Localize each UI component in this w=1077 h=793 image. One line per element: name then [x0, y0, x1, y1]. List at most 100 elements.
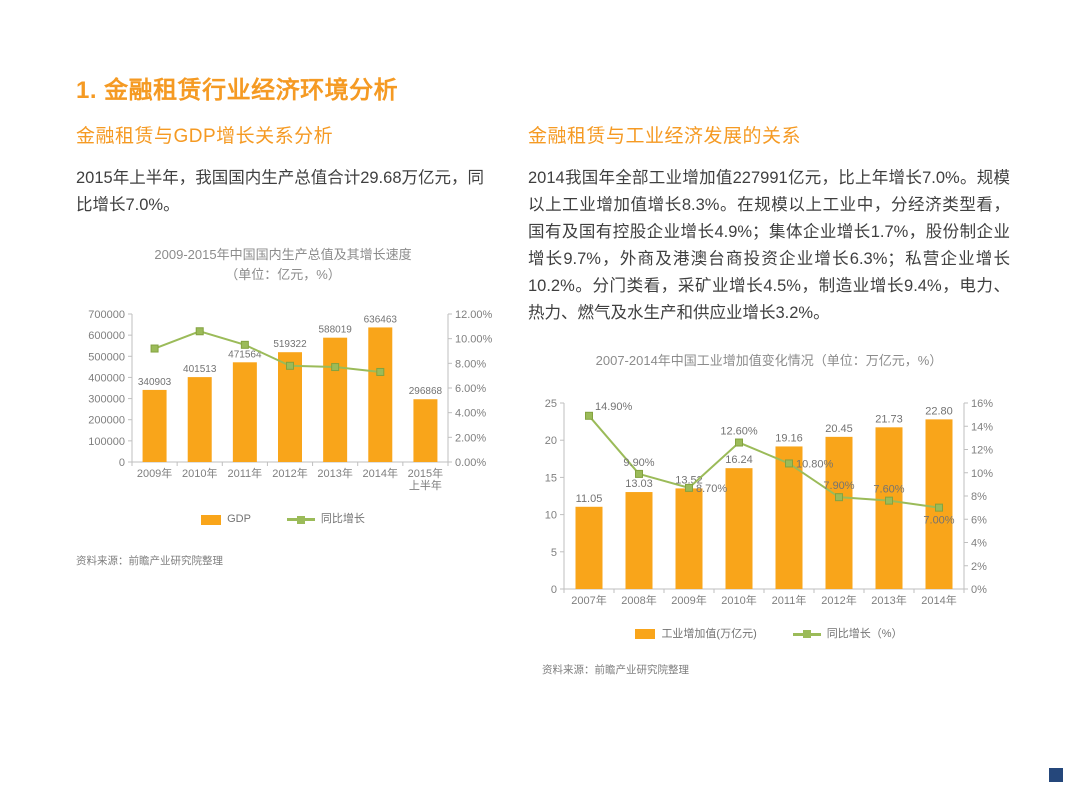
- y-right-tick-label: 0%: [971, 584, 987, 596]
- y-right-tick-label: 0.00%: [455, 457, 486, 469]
- x-axis-label: 2007年: [571, 593, 606, 607]
- bar: [368, 327, 393, 463]
- y-left-tick-label: 400000: [88, 373, 125, 385]
- line-marker: [785, 459, 793, 468]
- line-legend-swatch-icon: [286, 515, 315, 524]
- bar-value-label: 21.73: [875, 413, 903, 425]
- industry-paragraph: 2014我国年全部工业增加值227991亿元，比上年增长7.0%。规模以上工业增…: [528, 169, 1010, 323]
- y-left-tick-label: 600000: [88, 330, 125, 342]
- gdp-chart-title: 2009-2015年中国国内生产总值及其增长速度 （单位：亿元，%）: [76, 245, 490, 284]
- y-right-tick-label: 12%: [971, 444, 993, 456]
- bar-value-label: 19.16: [775, 432, 803, 444]
- x-axis-label: 2015年上半年: [408, 466, 443, 492]
- industry-chart-title: 2007-2014年中国工业增加值变化情况（单位：万亿元，%）: [528, 351, 1010, 371]
- x-axis-label: 2012年: [821, 593, 856, 607]
- bar: [413, 399, 438, 463]
- corner-mark: [1049, 768, 1063, 782]
- gdp-chart-svg: 0 100000 200000 300000 400000 500000 600000 700…: [88, 309, 493, 492]
- y-left-tick-label: 15: [545, 472, 557, 484]
- x-axis-label: 2014年: [921, 593, 956, 607]
- bar-legend-swatch-icon: [201, 514, 222, 525]
- legend-label-gdp: GDP: [227, 513, 251, 526]
- line-value-label: 10.80%: [796, 458, 834, 470]
- line-value-label: 7.90%: [823, 480, 854, 492]
- y-left-tick-label: 100000: [88, 436, 125, 448]
- bar-value-label: 16.24: [725, 454, 753, 466]
- line-value-label: 9.90%: [623, 457, 654, 469]
- line-legend-swatch-icon: [792, 630, 821, 639]
- bar-value-label: 471564: [228, 349, 262, 360]
- industry-chart-block: 2007-2014年中国工业增加值变化情况（单位：万亿元，%） 0 5 10 15 20…: [528, 351, 1010, 677]
- y-left-tick-label: 700000: [88, 309, 125, 321]
- bar-value-label: 519322: [273, 339, 307, 350]
- x-axis-label: 2012年: [272, 466, 307, 480]
- line-value-label: 7.00%: [923, 514, 954, 526]
- legend-label-growth: 同比增长: [320, 513, 365, 526]
- line-marker: [585, 411, 593, 420]
- bar-value-label: 20.45: [825, 423, 853, 435]
- bar-legend-swatch-icon: [635, 629, 656, 640]
- bar-value-label: 13.52: [675, 474, 703, 486]
- industry-chart-svg: 0 5 10 15 20 25 0% 2% 4% 6% 8% 10% 12% 14% 16% 2007年 200…: [545, 398, 993, 607]
- legend-item-growth2: 同比增长（%）: [792, 627, 903, 640]
- gdp-chart-source: 资料来源：前瞻产业研究院整理: [76, 555, 223, 568]
- y-right-tick-label: 8.00%: [455, 358, 486, 370]
- y-right-tick-label: 10%: [971, 468, 993, 480]
- y-right-tick-label: 4.00%: [455, 408, 486, 420]
- y-left-tick-label: 20: [545, 435, 557, 447]
- bar-value-label: 588019: [318, 325, 352, 336]
- line-marker: [376, 368, 385, 377]
- bar: [232, 362, 257, 463]
- bar: [675, 488, 703, 589]
- gdp-section: 金融租赁与GDP增长关系分析 2015年上半年，我国国内生产总值合计29.68万…: [76, 121, 493, 677]
- bar-value-label: 340903: [138, 377, 172, 388]
- x-axis-label: 2008年: [621, 593, 656, 607]
- x-axis-label: 2009年: [671, 593, 706, 607]
- legend-item-industry: 工业增加值(万亿元): [635, 627, 757, 640]
- bar-value-label: 22.80: [925, 405, 953, 417]
- y-right-tick-label: 10.00%: [455, 334, 493, 346]
- y-right-tick-label: 8%: [971, 491, 987, 503]
- industry-section-heading: 金融租赁与工业经济发展的关系: [528, 126, 802, 147]
- bar-value-label: 13.03: [625, 478, 653, 490]
- gdp-chart-title-line1: 2009-2015年中国国内生产总值及其增长速度: [154, 247, 412, 263]
- line-marker: [735, 438, 743, 447]
- line-marker: [935, 503, 943, 512]
- bar-value-label: 296868: [409, 386, 443, 397]
- bar: [625, 491, 653, 589]
- legend-label-industry: 工业增加值(万亿元): [661, 627, 757, 640]
- bar: [278, 352, 302, 463]
- growth-line: [588, 414, 940, 509]
- line-value-label: 8.70%: [696, 483, 727, 495]
- line-marker: [286, 361, 294, 370]
- y-right-tick-label: 2%: [971, 561, 987, 573]
- line-value-label: 12.60%: [720, 425, 758, 437]
- x-axis-label: 2011年: [772, 593, 807, 607]
- industry-section: 金融租赁与工业经济发展的关系 2014我国年全部工业增加值227991亿元，比上…: [528, 121, 1010, 677]
- y-left-tick-label: 10: [545, 509, 557, 521]
- bar: [142, 390, 167, 463]
- y-left-tick-label: 25: [545, 398, 557, 410]
- legend-item-gdp: GDP: [201, 514, 251, 525]
- line-marker: [240, 340, 249, 349]
- gdp-chart: 0 100000 200000 300000 400000 500000 600000 700…: [76, 292, 492, 506]
- page-title: 1. 金融租赁行业经济环境分析: [76, 77, 399, 104]
- bar-value-label: 636463: [364, 315, 398, 326]
- line-marker: [195, 327, 204, 336]
- y-left-tick-label: 500000: [88, 351, 125, 363]
- bar: [575, 506, 603, 589]
- x-axis-label: 2011年: [228, 466, 263, 480]
- bar: [323, 337, 348, 463]
- line-marker: [835, 492, 843, 501]
- gdp-chart-block: 2009-2015年中国国内生产总值及其增长速度 （单位：亿元，%） 0 1000…: [76, 245, 493, 568]
- x-axis-label: 2013年: [871, 593, 906, 607]
- gdp-chart-legend: GDP 同比增长: [76, 514, 490, 525]
- legend-label-growth2: 同比增长（%）: [826, 627, 903, 640]
- y-left-tick-label: 0: [551, 584, 557, 596]
- legend-item-growth: 同比增长: [286, 513, 365, 526]
- industry-chart: 0 5 10 15 20 25 0% 2% 4% 6% 8% 10% 12% 14% 16% 2007年 200…: [528, 379, 1010, 621]
- y-right-tick-label: 14%: [971, 421, 993, 433]
- line-marker: [150, 344, 159, 353]
- gdp-chart-title-line2: （单位：亿元，%）: [225, 266, 341, 282]
